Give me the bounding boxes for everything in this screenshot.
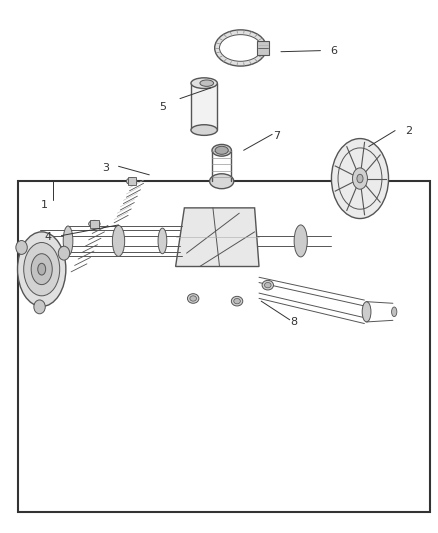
Ellipse shape: [215, 146, 228, 155]
Ellipse shape: [261, 280, 273, 290]
Ellipse shape: [391, 307, 396, 317]
Ellipse shape: [88, 221, 100, 227]
Ellipse shape: [264, 282, 271, 288]
Ellipse shape: [356, 174, 362, 183]
Text: 2: 2: [404, 126, 411, 135]
Ellipse shape: [361, 302, 370, 322]
Ellipse shape: [352, 168, 367, 189]
Ellipse shape: [199, 80, 213, 86]
Ellipse shape: [191, 78, 217, 88]
Ellipse shape: [331, 139, 388, 219]
Ellipse shape: [18, 232, 66, 306]
Circle shape: [58, 246, 70, 260]
Ellipse shape: [214, 30, 266, 66]
Bar: [191, 83, 217, 130]
Circle shape: [16, 240, 27, 254]
Text: 5: 5: [159, 102, 166, 111]
Ellipse shape: [189, 296, 196, 301]
Text: 6: 6: [329, 46, 336, 55]
Text: 1: 1: [40, 200, 47, 210]
Ellipse shape: [63, 226, 73, 256]
Polygon shape: [175, 208, 258, 266]
Bar: [90, 220, 99, 228]
Ellipse shape: [231, 296, 242, 306]
Text: 4: 4: [45, 232, 52, 242]
Ellipse shape: [233, 298, 240, 304]
Ellipse shape: [209, 174, 233, 189]
Ellipse shape: [126, 178, 137, 184]
Ellipse shape: [112, 225, 124, 256]
Ellipse shape: [348, 159, 374, 198]
Ellipse shape: [38, 263, 46, 275]
Ellipse shape: [158, 228, 166, 254]
Ellipse shape: [212, 144, 231, 156]
Text: 7: 7: [272, 131, 279, 141]
Circle shape: [34, 300, 45, 314]
Text: 8: 8: [290, 318, 297, 327]
Bar: [18, 181, 429, 512]
Ellipse shape: [334, 156, 369, 207]
Ellipse shape: [187, 294, 198, 303]
Ellipse shape: [191, 125, 217, 135]
Text: 3: 3: [102, 163, 109, 173]
Ellipse shape: [24, 243, 60, 296]
Bar: [127, 177, 135, 185]
Ellipse shape: [31, 254, 52, 285]
Ellipse shape: [293, 225, 307, 257]
Bar: [257, 41, 268, 55]
Ellipse shape: [219, 35, 261, 61]
